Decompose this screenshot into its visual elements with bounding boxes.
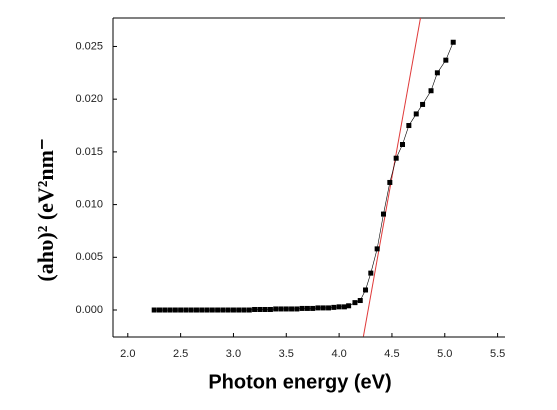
data-point (413, 111, 419, 117)
data-point (156, 307, 162, 313)
data-point (289, 306, 295, 312)
data-point (363, 287, 369, 293)
data-point (283, 306, 289, 312)
data-point (230, 307, 236, 313)
data-point (352, 300, 358, 306)
data-point (331, 304, 337, 310)
data-point (167, 307, 173, 313)
data-point (299, 305, 305, 311)
y-axis-label: (ahυ)² (eV²nm⁻ (33, 138, 58, 281)
data-point (225, 307, 231, 313)
data-point (204, 307, 210, 313)
y-tick-label: 0.000 (75, 304, 103, 316)
x-tick-label: 2.5 (173, 348, 188, 360)
data-point (220, 307, 226, 313)
data-point (368, 270, 374, 276)
data-point (172, 307, 178, 313)
data-point (357, 298, 363, 304)
data-point (450, 39, 456, 45)
x-tick-label: 5.5 (490, 348, 505, 360)
data-point (273, 306, 279, 312)
data-point (294, 306, 300, 312)
data-point (246, 307, 252, 313)
data-point (262, 306, 268, 312)
y-tick-label: 0.015 (75, 146, 103, 158)
x-tick-label: 2.0 (120, 348, 135, 360)
data-point (215, 307, 221, 313)
connector-line (154, 42, 454, 311)
data-point (346, 303, 352, 309)
data-point (151, 307, 157, 313)
x-tick-label: 3.5 (279, 348, 294, 360)
data-point (393, 155, 399, 161)
data-point (400, 142, 406, 148)
data-point (310, 305, 316, 311)
data-point (341, 304, 347, 310)
y-tick-label: 0.010 (75, 198, 103, 210)
data-point (209, 307, 215, 313)
fit-line (362, 17, 421, 337)
data-point (252, 306, 258, 312)
y-tick-label: 0.025 (75, 40, 103, 52)
data-point (326, 305, 332, 311)
data-point (315, 305, 321, 311)
data-point (267, 306, 273, 312)
data-point (236, 307, 242, 313)
data-point (304, 305, 310, 311)
y-tick-label: 0.020 (75, 93, 103, 105)
data-point (434, 70, 440, 76)
data-point (162, 307, 168, 313)
data-point (374, 246, 380, 252)
y-tick-label: 0.005 (75, 251, 103, 263)
data-point (193, 307, 199, 313)
x-tick-label: 5.0 (437, 348, 452, 360)
data-point (428, 88, 434, 94)
x-tick-label: 4.0 (331, 348, 346, 360)
data-point (320, 305, 326, 311)
data-point (199, 307, 205, 313)
data-point (406, 123, 412, 129)
data-point (336, 304, 342, 310)
data-point (443, 57, 449, 63)
x-tick-label: 4.5 (384, 348, 399, 360)
x-tick-label: 3.0 (226, 348, 241, 360)
data-point (420, 101, 426, 107)
data-point (183, 307, 189, 313)
data-point (278, 306, 284, 312)
data-point (188, 307, 194, 313)
data-point (178, 307, 184, 313)
data-point (387, 179, 393, 185)
data-point (380, 211, 386, 217)
x-axis-label: Photon energy (eV) (208, 371, 391, 393)
data-point (241, 307, 247, 313)
data-point (257, 306, 263, 312)
